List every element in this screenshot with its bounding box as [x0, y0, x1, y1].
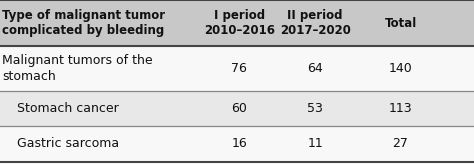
Text: 27: 27 — [392, 137, 409, 150]
Text: Total: Total — [384, 17, 417, 30]
Text: 11: 11 — [307, 137, 323, 150]
Text: 16: 16 — [231, 137, 247, 150]
Bar — [0, 126, 474, 162]
Bar — [0, 0, 474, 46]
Text: 53: 53 — [307, 102, 323, 115]
Text: Type of malignant tumor
complicated by bleeding: Type of malignant tumor complicated by b… — [2, 9, 165, 37]
Text: 140: 140 — [389, 62, 412, 75]
Text: 76: 76 — [231, 62, 247, 75]
Text: 60: 60 — [231, 102, 247, 115]
Text: Malignant tumors of the
stomach: Malignant tumors of the stomach — [2, 54, 153, 83]
Bar — [0, 46, 474, 91]
Text: 64: 64 — [307, 62, 323, 75]
Text: II period
2017–2020: II period 2017–2020 — [280, 9, 351, 37]
Text: I period
2010–2016: I period 2010–2016 — [204, 9, 275, 37]
Text: 113: 113 — [389, 102, 412, 115]
Text: Gastric sarcoma: Gastric sarcoma — [17, 137, 118, 150]
Text: Stomach cancer: Stomach cancer — [17, 102, 118, 115]
Bar — [0, 91, 474, 126]
